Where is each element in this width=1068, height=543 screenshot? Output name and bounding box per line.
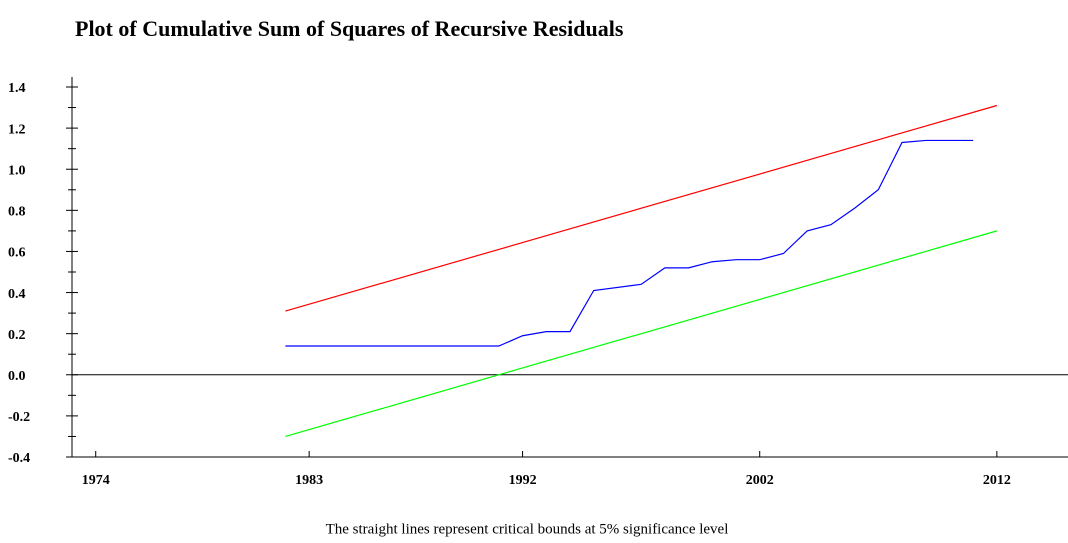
series-line: [285, 230, 998, 438]
series-line: [285, 139, 974, 347]
footnote: The straight lines represent critical bo…: [326, 521, 729, 537]
y-tick-label: 0.2: [8, 328, 26, 343]
x-tick-label: 2002: [746, 473, 774, 488]
x-tick-label: 1974: [82, 473, 110, 488]
y-tick-label: 0.6: [8, 246, 26, 261]
y-tick-label: 1.4: [8, 81, 26, 96]
x-tick-label: 2012: [983, 473, 1011, 488]
y-tick-label: 0.4: [8, 287, 26, 302]
y-tick-label: 0.8: [8, 205, 26, 220]
y-tick-label: -0.4: [8, 451, 30, 466]
y-tick-label: 1.2: [8, 122, 26, 137]
chart-title: Plot of Cumulative Sum of Squares of Rec…: [75, 16, 624, 41]
y-tick-label: 1.0: [8, 163, 26, 178]
series-line: [285, 104, 998, 312]
y-tick-label: 0.0: [8, 369, 26, 384]
x-tick-label: 1983: [295, 473, 323, 488]
y-tick-label: -0.2: [8, 410, 30, 425]
x-tick-label: 1992: [509, 473, 537, 488]
